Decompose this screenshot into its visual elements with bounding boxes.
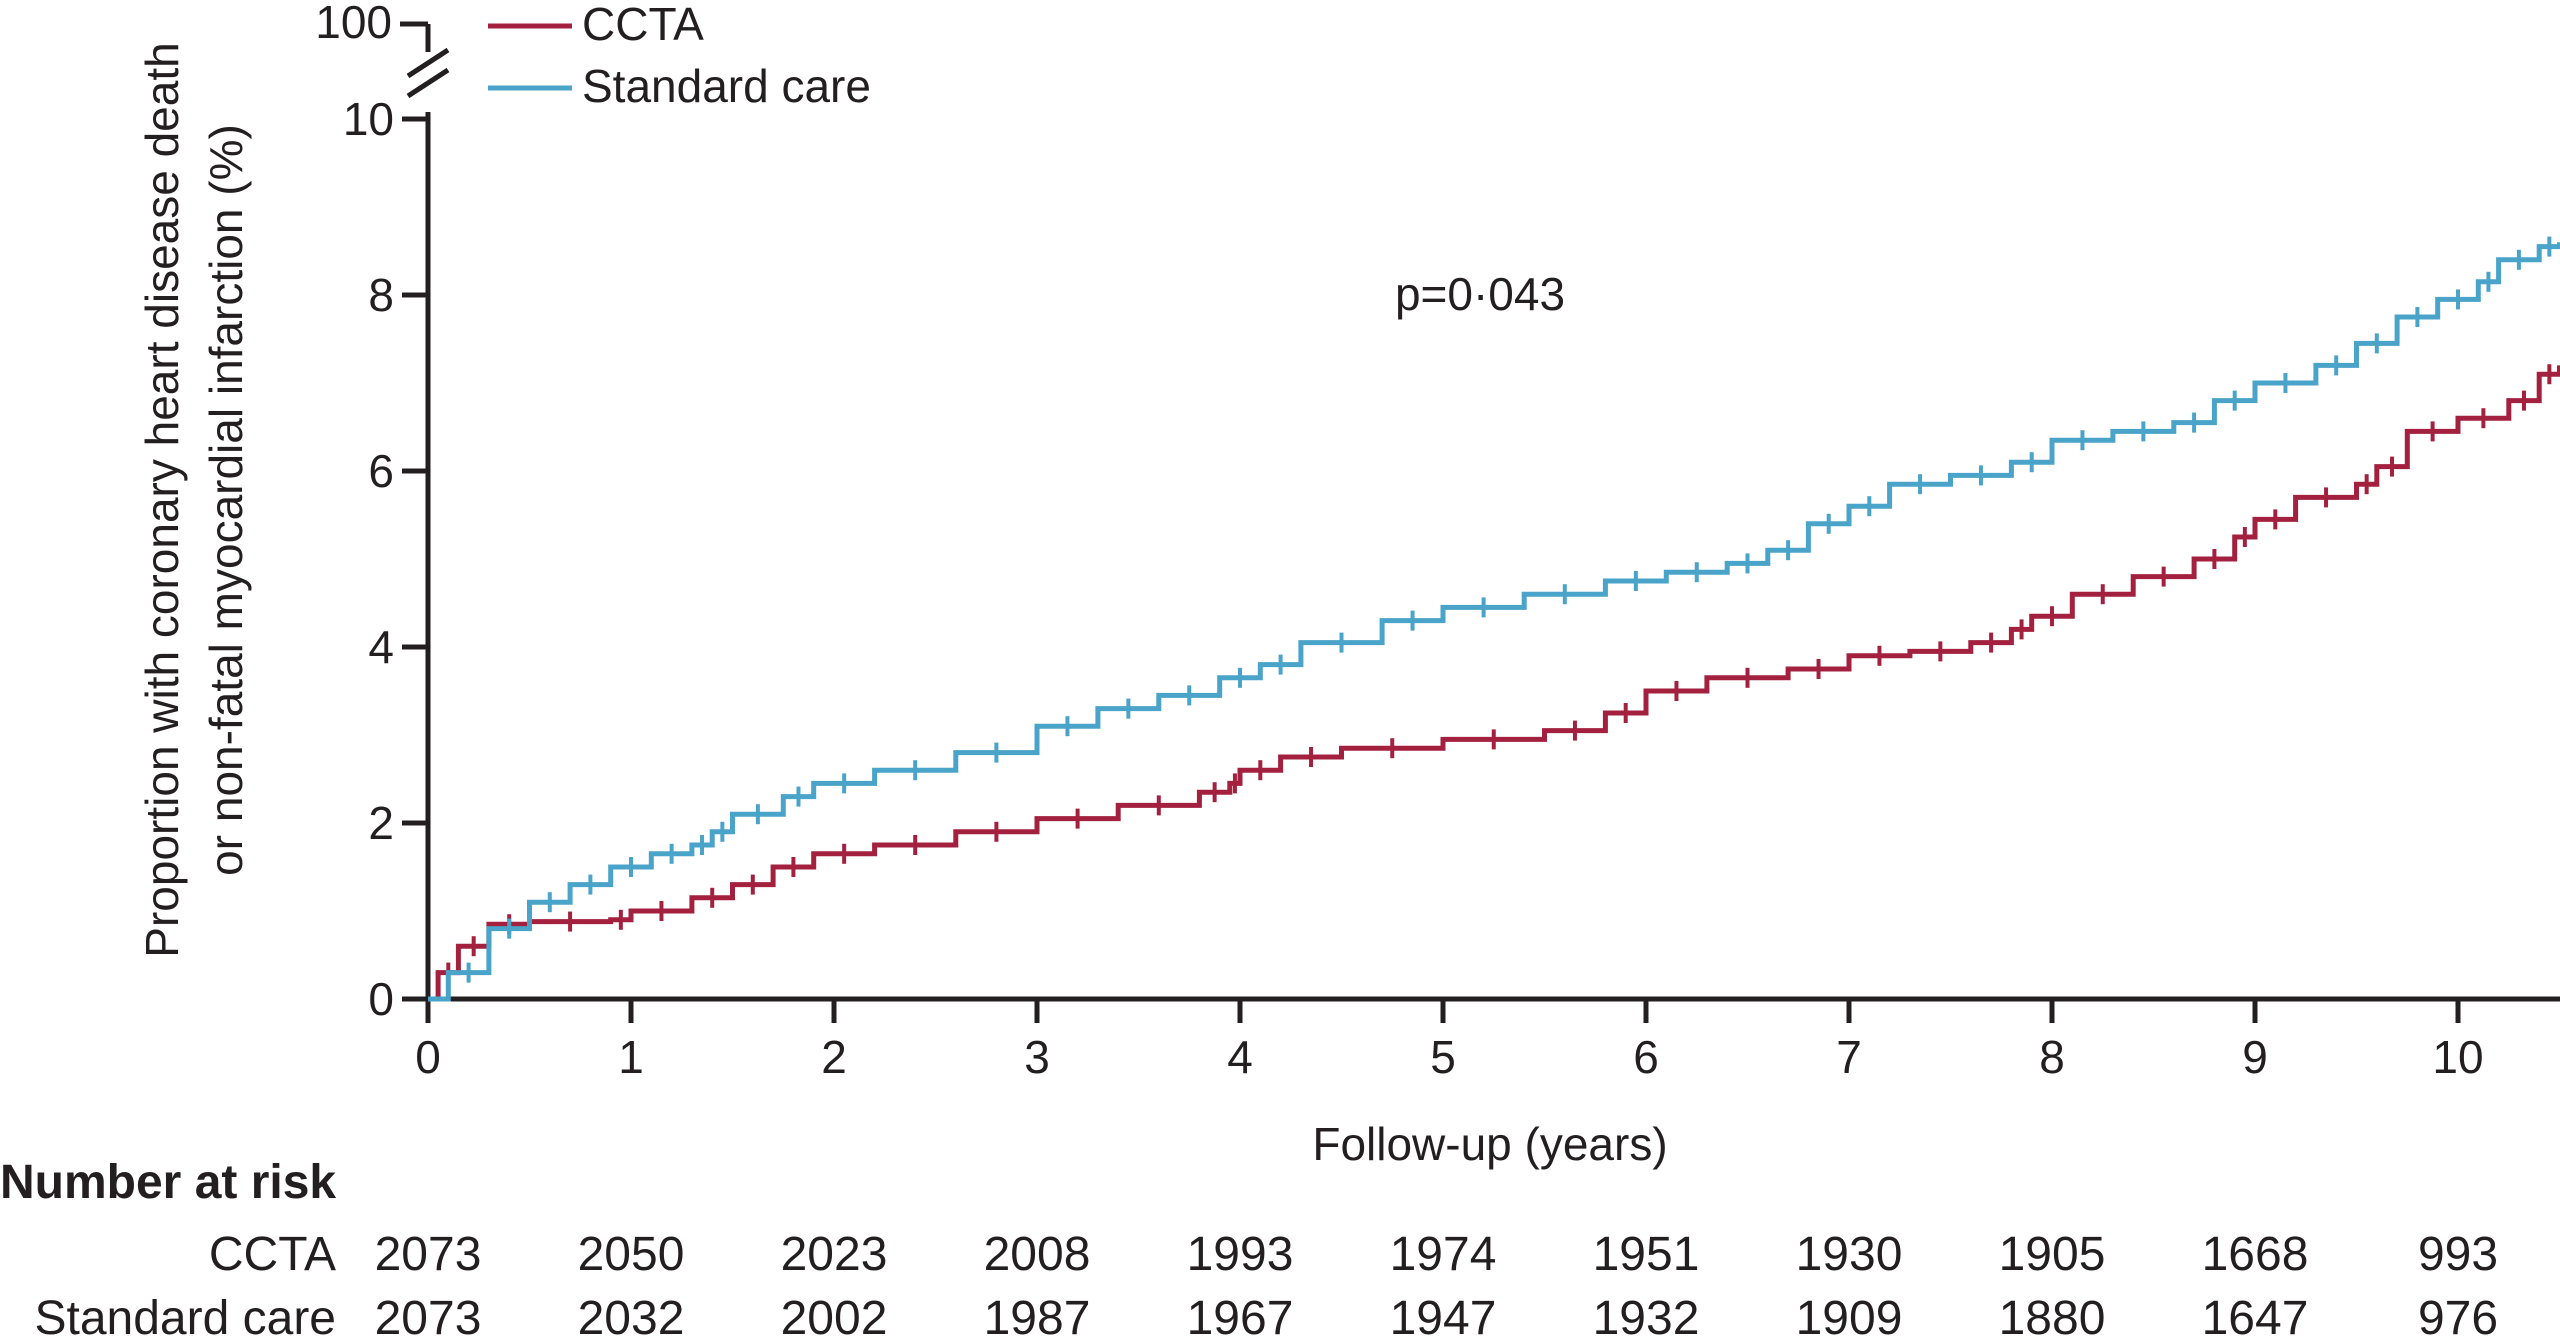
y-tick-label: 8: [368, 269, 394, 321]
risk-value-ccta: 1974: [1390, 1228, 1497, 1281]
risk-row-label-ccta: CCTA: [209, 1228, 336, 1281]
x-tick-label: 0: [415, 1031, 441, 1083]
y-axis-title-line-2: or non-fatal myocardial infarction (%): [200, 124, 252, 876]
risk-value-ccta: 2050: [578, 1228, 685, 1281]
p-value-annotation: p=0·043: [1395, 268, 1565, 320]
risk-row-label-standard-care: Standard care: [34, 1292, 336, 1344]
risk-value-ccta: 1668: [2202, 1228, 2309, 1281]
y-tick-label: 6: [368, 445, 394, 497]
x-tick-label: 5: [1430, 1031, 1456, 1083]
risk-value-standard-care: 1932: [1593, 1292, 1700, 1344]
series-line-standard-care: [428, 242, 2560, 1002]
risk-value-ccta: 993: [2418, 1228, 2498, 1281]
risk-value-standard-care: 1987: [984, 1292, 1091, 1344]
x-tick-label: 2: [821, 1031, 847, 1083]
y-tick-label-break: 100: [315, 0, 392, 48]
y-tick-label: 0: [368, 973, 394, 1025]
x-tick-label: 1: [618, 1031, 644, 1083]
risk-value-standard-care: 1967: [1187, 1292, 1294, 1344]
risk-value-standard-care: 1880: [1999, 1292, 2106, 1344]
risk-value-standard-care: 2002: [781, 1292, 888, 1344]
y-tick-label: 10: [343, 93, 394, 145]
risk-value-ccta: 1930: [1796, 1228, 1903, 1281]
legend: CCTA Standard care: [488, 0, 871, 112]
x-tick-label: 7: [1836, 1031, 1862, 1083]
y-axis-title-line-1: Proportion with coronary heart disease d…: [136, 42, 188, 957]
x-tick-label: 4: [1227, 1031, 1253, 1083]
x-tick-label: 3: [1024, 1031, 1050, 1083]
risk-value-ccta: 1951: [1593, 1228, 1700, 1281]
y-axis-break-mark-2: [406, 67, 450, 99]
x-tick-label: 6: [1633, 1031, 1659, 1083]
risk-value-ccta: 2073: [375, 1228, 482, 1281]
y-axis-break-mark-1: [406, 47, 450, 79]
x-axis-title: Follow-up (years): [1312, 1118, 1667, 1170]
risk-value-standard-care: 1647: [2202, 1292, 2309, 1344]
series-line-ccta: [428, 365, 2560, 1002]
risk-value-ccta: 2023: [781, 1228, 888, 1281]
risk-table-heading: Number at risk: [0, 1156, 336, 1209]
x-tick-label: 9: [2242, 1031, 2268, 1083]
risk-value-standard-care: 1909: [1796, 1292, 1903, 1344]
x-tick-label: 8: [2039, 1031, 2065, 1083]
y-tick-label: 4: [368, 621, 394, 673]
risk-value-ccta: 1993: [1187, 1228, 1294, 1281]
legend-label-standard-care: Standard care: [582, 60, 871, 112]
risk-value-ccta: 1905: [1999, 1228, 2106, 1281]
legend-label-ccta: CCTA: [582, 0, 704, 50]
risk-value-ccta: 2008: [984, 1228, 1091, 1281]
x-tick-label: 10: [2432, 1031, 2483, 1083]
risk-value-standard-care: 2073: [375, 1292, 482, 1344]
risk-value-standard-care: 976: [2418, 1292, 2498, 1344]
y-tick-label: 2: [368, 797, 394, 849]
risk-value-standard-care: 1947: [1390, 1292, 1497, 1344]
risk-value-standard-care: 2032: [578, 1292, 685, 1344]
